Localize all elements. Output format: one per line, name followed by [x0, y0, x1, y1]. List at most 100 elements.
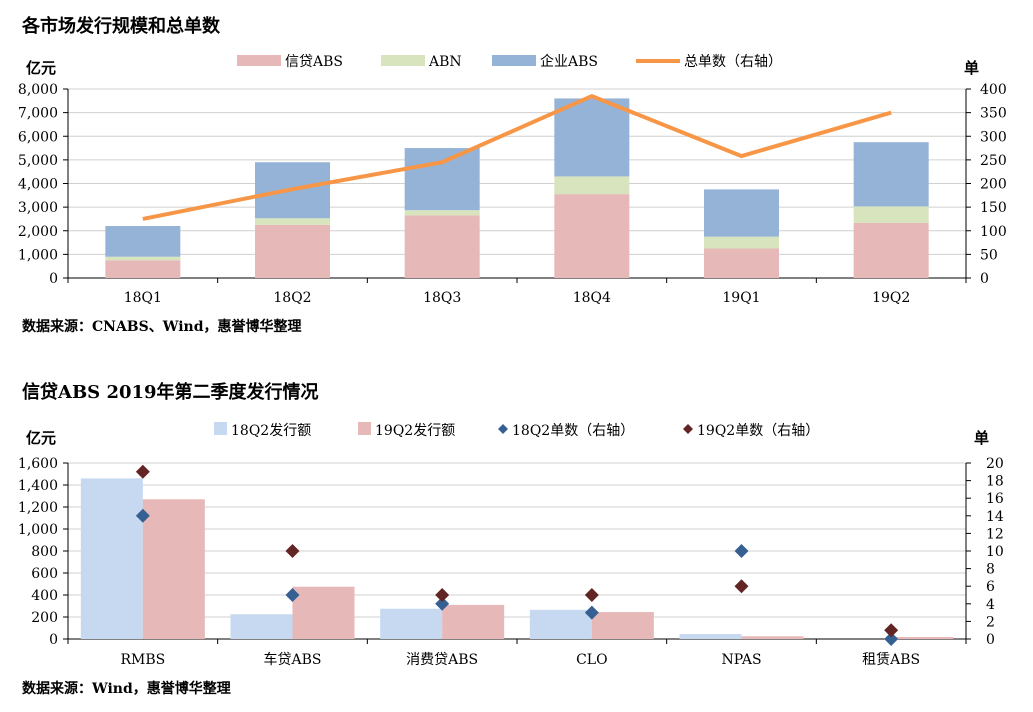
- x-tick-label: 消费贷ABS: [406, 652, 478, 668]
- chart1-svg: 0 1,000 2,000 3,000 4,000 5,000 6,000 7,000 8,00…: [18, 53, 1007, 306]
- y-tick-label: 200: [31, 610, 58, 626]
- y2-tick-label: 50: [980, 247, 998, 263]
- x-tick-label: 18Q2: [273, 290, 311, 306]
- y2-axis-label: 单: [974, 429, 989, 447]
- y2-tick-label: 6: [986, 579, 995, 595]
- x-tick-label: 租赁ABS: [862, 652, 920, 668]
- bar-abn: [853, 206, 929, 223]
- x-tick-label: 18Q4: [573, 290, 611, 306]
- x-tick-label: RMBS: [120, 652, 165, 668]
- bar-enterprise-abs: [404, 148, 480, 211]
- y-tick-label: 600: [31, 566, 58, 582]
- bar-enterprise-abs: [105, 226, 181, 257]
- y-tick-label: 7,000: [18, 106, 58, 122]
- bar-18q2-amount: [380, 608, 443, 639]
- legend-swatch: [358, 422, 371, 435]
- marker-19q2-count: [884, 623, 899, 638]
- y2-tick-label: 0: [986, 632, 995, 648]
- y2-tick-label: 200: [980, 177, 1007, 193]
- y2-tick-label: 300: [980, 129, 1007, 145]
- y-tick-label: 0: [49, 632, 58, 648]
- y-tick-label: 4,000: [18, 177, 58, 193]
- y2-tick-label: 12: [986, 526, 1004, 542]
- marker-19q2-count: [285, 544, 300, 558]
- chart2-title: 信贷ABS 2019年第二季度发行情况: [22, 382, 319, 403]
- y2-tick-label: 250: [980, 153, 1007, 169]
- bar-enterprise-abs: [853, 142, 929, 207]
- bar-19q2-amount: [741, 636, 804, 639]
- bar-credit-abs: [255, 224, 330, 278]
- x-tick-label: CLO: [576, 652, 608, 668]
- bar-credit-abs: [105, 260, 181, 278]
- y-axis-label: 亿元: [26, 59, 56, 77]
- line-total-count: [142, 94, 892, 221]
- y-tick-label: 400: [31, 588, 58, 604]
- y2-tick-label: 350: [980, 106, 1007, 122]
- y-tick-label: 800: [31, 544, 58, 560]
- legend-label: 信贷ABS: [285, 54, 343, 70]
- marker-18q2-count: [884, 632, 899, 646]
- y-tick-label: 1,000: [18, 247, 58, 263]
- marker-18q2-count: [135, 508, 150, 523]
- bar-19q2-amount: [442, 604, 505, 639]
- marker-19q2-count: [135, 464, 150, 479]
- x-tick-label: 19Q2: [872, 290, 910, 306]
- legend-swatch: [214, 422, 227, 435]
- x-tick-label: NPAS: [721, 652, 761, 668]
- bar-18q2-amount: [529, 609, 592, 639]
- bar-19q2-amount: [292, 586, 355, 639]
- y2-tick-label: 4: [986, 597, 995, 613]
- bar-abn: [255, 218, 330, 225]
- bar-abn: [105, 256, 181, 261]
- y-tick-label: 8,000: [18, 82, 58, 98]
- legend-swatch: [381, 55, 425, 66]
- bar-credit-abs: [554, 194, 630, 278]
- legend-swatch: [237, 55, 281, 66]
- marker-18q2-count: [734, 544, 749, 558]
- x-tick-label: 18Q1: [124, 290, 162, 306]
- legend-label: 19Q2发行额: [375, 423, 455, 439]
- y2-tick-label: 100: [980, 224, 1007, 240]
- marker-18q2-count: [285, 588, 300, 602]
- y2-tick-label: 8: [986, 562, 995, 578]
- y2-tick-label: 14: [986, 509, 1004, 525]
- bar-credit-abs: [704, 248, 779, 278]
- bar-19q2-amount: [591, 612, 654, 639]
- y-axis-label: 亿元: [26, 429, 56, 447]
- chart2-svg: 0 200 400 600 800 1,000 1,200 1,400 1,600 0 24 68 10…: [18, 422, 1004, 668]
- chart2-source: 数据来源：Wind，惠誉博华整理: [22, 681, 231, 697]
- chart1-title: 各市场发行规模和总单数: [22, 16, 220, 37]
- y2-tick-label: 400: [980, 82, 1007, 98]
- y-tick-label: 3,000: [18, 200, 58, 216]
- legend-swatch: [498, 424, 508, 434]
- y2-tick-label: 18: [986, 474, 1004, 490]
- marker-19q2-count: [435, 588, 450, 602]
- legend-label: 19Q2单数（右轴）: [697, 423, 819, 439]
- y-tick-label: 2,000: [18, 224, 58, 240]
- legend-label: 18Q2单数（右轴）: [512, 423, 634, 439]
- marker-19q2-count: [734, 579, 749, 594]
- y-tick-label: 1,400: [18, 478, 58, 494]
- bar-18q2-amount: [230, 614, 293, 639]
- chart1-source: 数据来源：CNABS、Wind，惠誉博华整理: [22, 319, 302, 335]
- bar-credit-abs: [853, 222, 929, 278]
- bar-18q2-amount: [80, 478, 143, 639]
- bar-abn: [554, 176, 630, 195]
- bar-abn: [404, 210, 480, 216]
- y2-tick-label: 150: [980, 200, 1007, 216]
- bar-credit-abs: [404, 215, 480, 278]
- bar-enterprise-abs: [704, 189, 779, 237]
- x-tick-label: 车贷ABS: [264, 651, 322, 668]
- y2-tick-label: 16: [986, 491, 1004, 507]
- bar-19q2-amount: [142, 499, 205, 639]
- y2-tick-label: 2: [986, 614, 995, 630]
- bar-abn: [704, 236, 779, 249]
- marker-19q2-count: [584, 588, 599, 602]
- legend-label: ABN: [428, 54, 462, 70]
- y-tick-label: 5,000: [18, 153, 58, 169]
- y-tick-label: 0: [49, 271, 58, 287]
- y2-tick-label: 10: [986, 544, 1004, 560]
- x-tick-label: 18Q3: [423, 290, 461, 306]
- marker-18q2-count: [584, 605, 599, 620]
- y-tick-label: 1,200: [18, 500, 58, 516]
